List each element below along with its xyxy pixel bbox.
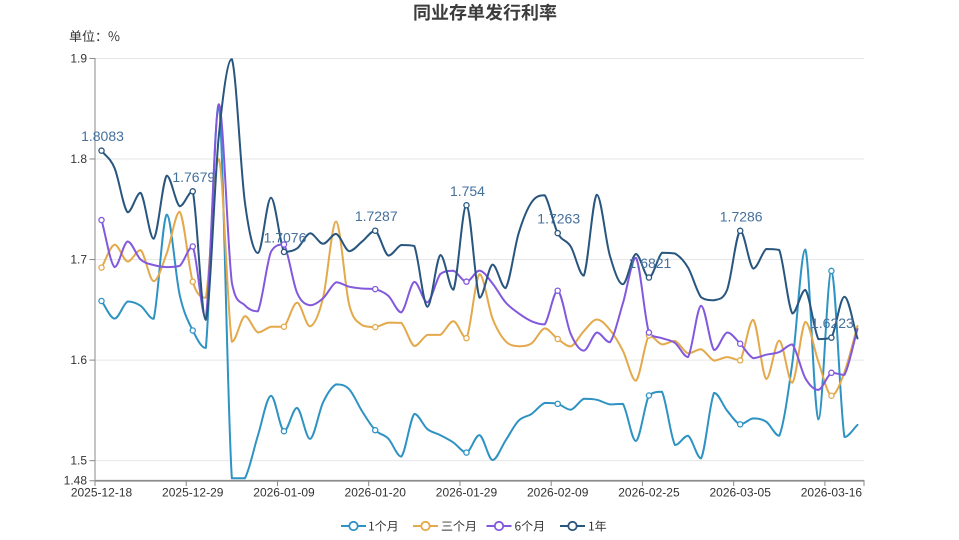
svg-text:2026-02-25: 2026-02-25	[618, 486, 680, 500]
svg-text:1.8: 1.8	[70, 152, 87, 166]
svg-text:1.5: 1.5	[70, 453, 87, 467]
svg-text:1.7287: 1.7287	[355, 208, 398, 224]
svg-text:1.7076: 1.7076	[264, 229, 307, 245]
svg-text:2025-12-18: 2025-12-18	[71, 486, 133, 500]
svg-text:2026-03-05: 2026-03-05	[709, 486, 771, 500]
svg-text:2026-03-16: 2026-03-16	[801, 486, 863, 500]
svg-text:1.7286: 1.7286	[720, 208, 763, 224]
svg-text:1.6: 1.6	[70, 353, 87, 367]
svg-text:2026-01-29: 2026-01-29	[436, 486, 498, 500]
svg-text:1.7679: 1.7679	[172, 169, 215, 185]
svg-text:1.48: 1.48	[64, 474, 88, 488]
svg-text:1.754: 1.754	[450, 183, 485, 199]
svg-text:1.6223: 1.6223	[811, 315, 854, 331]
svg-text:1.8083: 1.8083	[81, 128, 124, 144]
svg-text:1.7263: 1.7263	[537, 211, 580, 227]
svg-text:2026-01-09: 2026-01-09	[253, 486, 315, 500]
svg-text:1.9: 1.9	[70, 51, 87, 65]
svg-text:1.6821: 1.6821	[629, 255, 672, 271]
svg-text:2025-12-29: 2025-12-29	[162, 486, 224, 500]
svg-text:2026-01-20: 2026-01-20	[345, 486, 407, 500]
svg-text:1.7: 1.7	[70, 252, 87, 266]
svg-text:2026-02-09: 2026-02-09	[527, 486, 589, 500]
